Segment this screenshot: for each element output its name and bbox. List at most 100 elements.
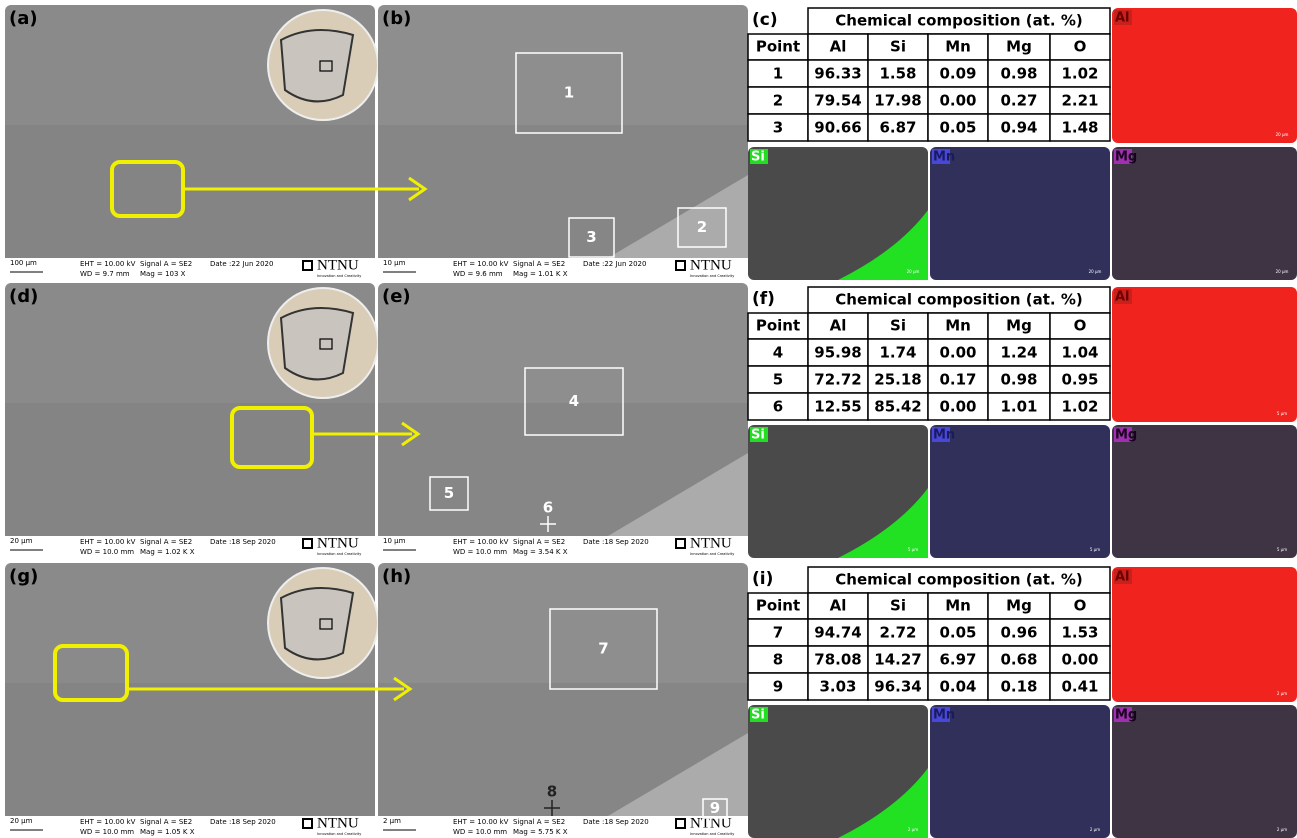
signal: Signal A = SE2 xyxy=(513,260,565,268)
cell-value: 8 xyxy=(773,651,783,669)
eht: EHT = 10.00 kV xyxy=(80,538,136,546)
signal: Signal A = SE2 xyxy=(513,818,565,826)
point-label: 1 xyxy=(564,84,574,102)
map-scale: 5 µm xyxy=(908,547,918,552)
signal: Signal A = SE2 xyxy=(140,260,192,268)
element-map xyxy=(1112,567,1297,702)
cell-value: 9 xyxy=(773,678,783,696)
logo-tagline: Innovation and Creativity xyxy=(690,832,734,836)
sample-section xyxy=(281,30,353,101)
element-label: Si xyxy=(751,428,765,443)
element-map xyxy=(1112,147,1297,280)
cell-value: 1.02 xyxy=(1061,398,1098,416)
element-label: Mg xyxy=(1115,708,1137,723)
cell-value: 1.74 xyxy=(879,344,916,362)
date: Date :18 Sep 2020 xyxy=(583,538,649,546)
cell-value: 2.72 xyxy=(879,624,916,642)
sample-section xyxy=(281,588,353,659)
cell-value: 0.00 xyxy=(939,92,976,110)
logo-tagline: Innovation and Creativity xyxy=(690,274,734,278)
cell-value: 90.66 xyxy=(814,119,861,137)
scale-label: 100 µm xyxy=(10,259,37,267)
panel-label: (a) xyxy=(9,8,38,29)
cell-value: 6.97 xyxy=(939,651,976,669)
cell-value: 5 xyxy=(773,371,783,389)
element-map xyxy=(1112,425,1297,558)
cell-value: 1.04 xyxy=(1061,344,1098,362)
cell-value: 94.74 xyxy=(814,624,861,642)
point-label: 2 xyxy=(697,218,707,236)
table-title: Chemical composition (at. %) xyxy=(835,291,1082,309)
cell-value: 6 xyxy=(773,398,783,416)
column-header: Al xyxy=(830,38,847,56)
cell-value: 1.02 xyxy=(1061,65,1098,83)
figure: (a) 100 µm EHT = 10.00 kV WD = 9.7 mm Signal… xyxy=(0,0,1297,838)
element-label: Al xyxy=(1115,290,1130,305)
cell-value: 95.98 xyxy=(814,344,861,362)
panel-label: (b) xyxy=(382,8,411,29)
element-map xyxy=(930,425,1110,558)
cell-value: 96.34 xyxy=(874,678,921,696)
element-label: Mg xyxy=(1115,150,1137,165)
mag: Mag = 103 X xyxy=(140,270,186,278)
date: Date :18 Sep 2020 xyxy=(210,818,276,826)
point-label: 7 xyxy=(598,640,608,658)
map-scale: 5 µm xyxy=(1277,411,1287,416)
cell-value: 0.95 xyxy=(1061,371,1098,389)
column-header: Al xyxy=(830,317,847,335)
cell-value: 0.17 xyxy=(939,371,976,389)
date: Date :18 Sep 2020 xyxy=(583,818,649,826)
cell-value: 0.68 xyxy=(1000,651,1037,669)
cell-value: 0.09 xyxy=(939,65,976,83)
cell-value: 0.00 xyxy=(939,344,976,362)
table-label: (i) xyxy=(752,569,773,589)
element-label: Mn xyxy=(933,428,955,443)
cell-value: 79.54 xyxy=(814,92,861,110)
panel-label: (d) xyxy=(9,286,38,307)
element-label: Al xyxy=(1115,11,1130,26)
wd: WD = 9.7 mm xyxy=(80,270,130,278)
map-scale: 2 µm xyxy=(1277,827,1287,832)
point-label: 9 xyxy=(710,799,720,817)
map-scale: 20 µm xyxy=(1276,269,1289,274)
table-title: Chemical composition (at. %) xyxy=(835,571,1082,589)
cell-value: 2.21 xyxy=(1061,92,1098,110)
mag: Mag = 3.54 K X xyxy=(513,548,568,556)
logo: NTNU xyxy=(317,815,359,831)
cell-value: 1.24 xyxy=(1000,344,1037,362)
column-header: Mg xyxy=(1006,317,1032,335)
mag: Mag = 1.05 K X xyxy=(140,828,195,836)
column-header: O xyxy=(1074,38,1087,56)
element-map xyxy=(930,147,1110,280)
scale-label: 20 µm xyxy=(10,817,33,825)
signal: Signal A = SE2 xyxy=(140,818,192,826)
panel-label: (h) xyxy=(382,566,411,587)
map-scale: 20 µm xyxy=(1089,269,1102,274)
logo-tagline: Innovation and Creativity xyxy=(317,274,361,278)
cell-value: 96.33 xyxy=(814,65,861,83)
wd: WD = 10.0 mm xyxy=(453,828,507,836)
mag: Mag = 1.01 K X xyxy=(513,270,568,278)
cell-value: 1.53 xyxy=(1061,624,1098,642)
cell-value: 3.03 xyxy=(819,678,856,696)
column-header: O xyxy=(1074,597,1087,615)
cell-value: 1.01 xyxy=(1000,398,1037,416)
wd: WD = 10.0 mm xyxy=(80,828,134,836)
element-map xyxy=(1112,287,1297,422)
cell-value: 0.18 xyxy=(1000,678,1037,696)
column-header: Mn xyxy=(945,38,971,56)
column-header: Mg xyxy=(1006,38,1032,56)
cell-value: 12.55 xyxy=(814,398,861,416)
table-label: (f) xyxy=(752,289,775,309)
point-label: 5 xyxy=(444,484,454,502)
cell-value: 2 xyxy=(773,92,783,110)
cell-value: 1.48 xyxy=(1061,119,1098,137)
cell-value: 0.98 xyxy=(1000,371,1037,389)
date: Date :22 Jun 2020 xyxy=(583,260,646,268)
point-label: 3 xyxy=(586,228,596,246)
cell-value: 3 xyxy=(773,119,783,137)
cell-value: 78.08 xyxy=(814,651,861,669)
scale-label: 20 µm xyxy=(10,537,33,545)
cell-value: 0.27 xyxy=(1000,92,1037,110)
scale-label: 10 µm xyxy=(383,537,406,545)
